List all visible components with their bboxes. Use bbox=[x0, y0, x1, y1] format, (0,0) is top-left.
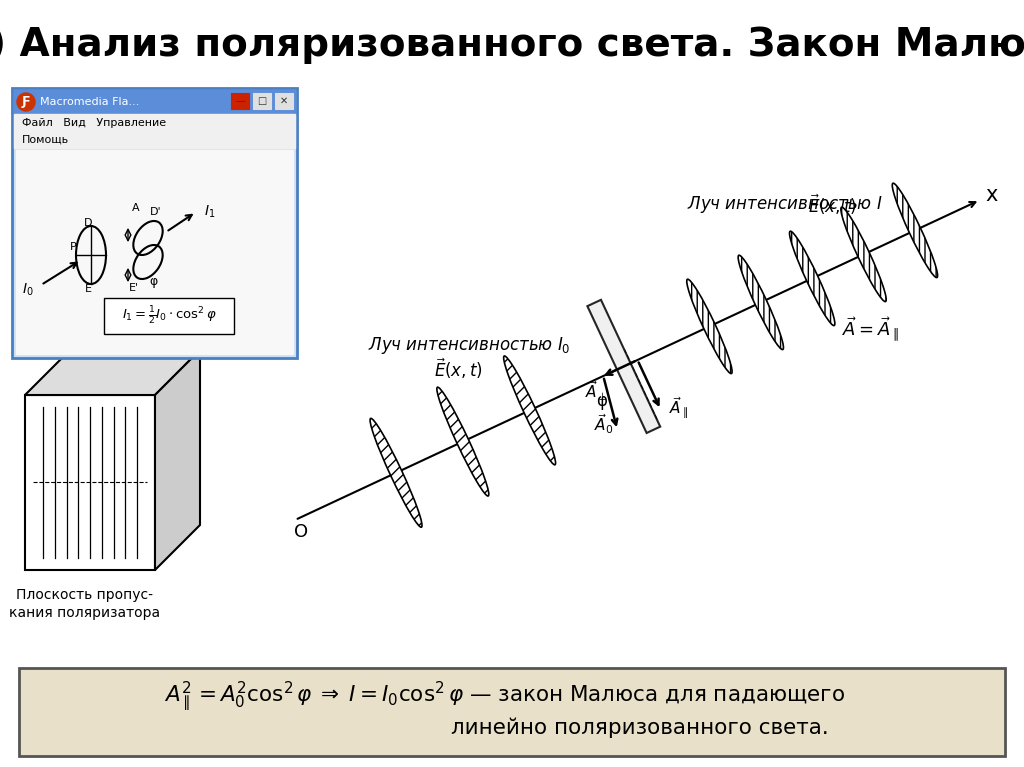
Polygon shape bbox=[155, 350, 200, 570]
Text: $\vec{A} = \vec{A}_\parallel$: $\vec{A} = \vec{A}_\parallel$ bbox=[842, 316, 899, 344]
Text: P: P bbox=[70, 242, 77, 252]
Text: Файл   Вид   Управление: Файл Вид Управление bbox=[22, 118, 166, 128]
Ellipse shape bbox=[437, 387, 488, 496]
Text: $\vec{E}(x, t)$: $\vec{E}(x, t)$ bbox=[433, 357, 482, 381]
Bar bbox=[253, 93, 271, 109]
Ellipse shape bbox=[738, 255, 783, 350]
Text: E: E bbox=[85, 284, 91, 294]
Text: Луч интенсивностью $I$: Луч интенсивностью $I$ bbox=[686, 194, 882, 216]
Text: □: □ bbox=[257, 96, 266, 106]
Text: φ: φ bbox=[148, 275, 157, 288]
Ellipse shape bbox=[504, 356, 556, 465]
Text: D: D bbox=[84, 218, 92, 228]
Text: $I_1 = \frac{1}{2} I_0 \cdot \cos^2\varphi$: $I_1 = \frac{1}{2} I_0 \cdot \cos^2\varp… bbox=[122, 305, 216, 327]
Bar bbox=[275, 93, 293, 109]
Text: $\vec{E}(x, t)$: $\vec{E}(x, t)$ bbox=[808, 193, 857, 217]
Polygon shape bbox=[588, 300, 660, 433]
Bar bbox=[104, 298, 234, 334]
Text: E': E' bbox=[129, 283, 139, 293]
Text: $A_{\parallel}^2 = A_0^2\cos^2\varphi \;\Rightarrow\; I = I_0\cos^2\varphi$ — за: $A_{\parallel}^2 = A_0^2\cos^2\varphi \;… bbox=[165, 679, 846, 713]
Polygon shape bbox=[25, 350, 200, 395]
Text: A: A bbox=[132, 203, 140, 213]
Text: $\vec{A}_0$: $\vec{A}_0$ bbox=[594, 412, 613, 436]
Text: D': D' bbox=[151, 207, 162, 217]
Text: $\vec{A}_\perp$: $\vec{A}_\perp$ bbox=[585, 379, 607, 403]
Bar bbox=[19, 668, 1005, 756]
Text: $I_0$: $I_0$ bbox=[23, 281, 34, 298]
Text: ✕: ✕ bbox=[280, 96, 288, 106]
Bar bbox=[16, 150, 293, 354]
Ellipse shape bbox=[370, 418, 422, 527]
Text: $\vec{A}_\parallel$: $\vec{A}_\parallel$ bbox=[669, 395, 688, 420]
Text: φ: φ bbox=[596, 392, 607, 410]
Bar bbox=[14, 132, 295, 148]
FancyBboxPatch shape bbox=[12, 88, 297, 358]
Text: Ƒ: Ƒ bbox=[22, 96, 31, 108]
Text: O: O bbox=[294, 522, 308, 541]
Text: —: — bbox=[236, 96, 245, 106]
Circle shape bbox=[17, 93, 35, 111]
Ellipse shape bbox=[687, 279, 732, 374]
Text: Поляризатор: Поляризатор bbox=[23, 334, 158, 352]
Ellipse shape bbox=[841, 207, 886, 301]
Text: $I_1$: $I_1$ bbox=[204, 204, 215, 220]
Text: Macromedia Fla...: Macromedia Fla... bbox=[40, 97, 139, 107]
Polygon shape bbox=[25, 395, 155, 570]
Text: линейно поляризованного света.: линейно поляризованного света. bbox=[452, 718, 828, 739]
Bar bbox=[231, 93, 249, 109]
Text: Луч интенсивностью $I_0$: Луч интенсивностью $I_0$ bbox=[369, 334, 571, 356]
Ellipse shape bbox=[892, 183, 938, 278]
Bar bbox=[14, 90, 295, 114]
Text: 12) Анализ поляризованного света. Закон Малюса.: 12) Анализ поляризованного света. Закон … bbox=[0, 26, 1024, 64]
Text: Плоскость пропус-
кания поляризатора: Плоскость пропус- кания поляризатора bbox=[9, 588, 161, 621]
Text: x: x bbox=[986, 185, 998, 205]
Text: Помощь: Помощь bbox=[22, 135, 70, 145]
Bar bbox=[14, 114, 295, 132]
Ellipse shape bbox=[790, 231, 835, 325]
